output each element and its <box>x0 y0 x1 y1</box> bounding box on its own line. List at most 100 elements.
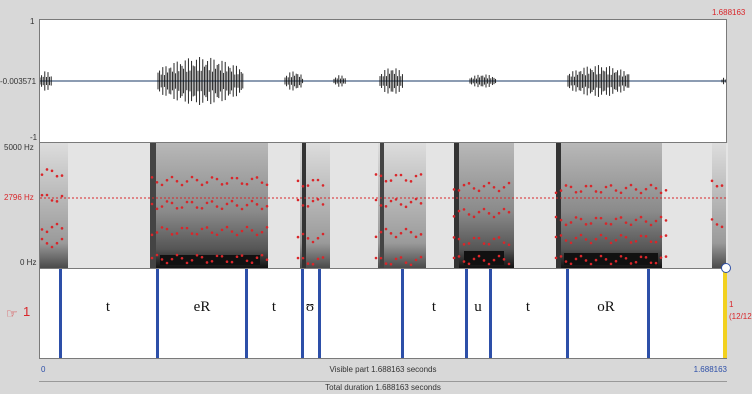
interval-boundary[interactable] <box>301 269 304 358</box>
interval-boundary[interactable] <box>465 269 468 358</box>
interval-boundary[interactable] <box>156 269 159 358</box>
formant-point <box>419 255 423 259</box>
formant-point <box>452 188 456 191</box>
interval-label[interactable]: eR <box>193 299 211 315</box>
formant-point <box>60 194 64 198</box>
formant-point <box>185 200 189 204</box>
timebar-end: 1.688163 <box>693 365 727 374</box>
interval-boundary[interactable] <box>647 269 650 358</box>
textgrid-tier[interactable]: t eR t ʊ t u t oR <box>39 268 727 359</box>
formant-point <box>649 183 653 187</box>
formant-point <box>50 169 54 173</box>
formant-point <box>629 183 633 187</box>
formant-point <box>225 260 229 264</box>
visible-part-bar[interactable]: 0 Visible part 1.688163 seconds 1.688163 <box>39 360 727 380</box>
interval-label[interactable]: t <box>431 299 437 315</box>
formant-point <box>589 241 593 245</box>
formant-point <box>200 227 204 231</box>
waveform-panel[interactable] <box>39 19 727 143</box>
formant-point <box>599 233 603 237</box>
tier-pointer-icon[interactable]: ☞ <box>6 306 18 321</box>
interval-boundary[interactable] <box>318 269 321 358</box>
formant-point <box>584 238 588 241</box>
formant-point <box>477 210 481 214</box>
formant-point <box>389 262 393 266</box>
formant-point <box>306 184 310 187</box>
formant-point <box>472 257 476 261</box>
formant-point <box>250 177 254 181</box>
formant-point <box>265 258 269 262</box>
cursor-handle-icon[interactable] <box>721 263 731 273</box>
formant-point <box>409 263 413 267</box>
formant-point <box>255 233 259 237</box>
formant-point <box>649 223 653 227</box>
formant-point <box>50 199 54 202</box>
formant-point <box>492 237 496 241</box>
interval-boundary[interactable] <box>59 269 62 358</box>
formant-point <box>185 261 189 265</box>
formant-point <box>497 211 501 215</box>
interval-boundary[interactable] <box>489 269 492 358</box>
interval-label[interactable]: u <box>474 299 482 315</box>
formant-point <box>477 236 481 240</box>
interval-label[interactable]: t <box>525 299 531 315</box>
formant-point <box>170 257 174 261</box>
formant-point <box>457 237 461 241</box>
formant-point <box>180 206 184 209</box>
formant-point <box>467 182 471 185</box>
interval-label[interactable]: t <box>271 299 277 315</box>
interval-label[interactable]: oR <box>597 299 615 315</box>
spectrogram-cursor-freq-label: 2796 Hz <box>4 193 34 202</box>
formant-point <box>497 189 501 193</box>
formant-point <box>374 198 378 202</box>
formant-point <box>374 235 378 239</box>
formant-point <box>644 220 648 223</box>
formant-point <box>225 202 229 206</box>
formant-point <box>311 262 315 266</box>
interval-boundary[interactable] <box>245 269 248 358</box>
formant-point <box>384 205 388 208</box>
formant-point <box>311 178 315 182</box>
formant-point <box>609 241 613 245</box>
formant-point <box>594 216 598 220</box>
formant-point <box>190 175 194 179</box>
formant-point <box>245 182 249 186</box>
formant-point <box>467 213 471 216</box>
formant-point <box>379 230 383 234</box>
formant-point <box>589 262 593 266</box>
total-duration-bar[interactable]: Total duration 1.688163 seconds <box>39 381 727 394</box>
interval-boundary[interactable] <box>401 269 404 358</box>
formant-point <box>296 198 300 202</box>
selection-end-marker[interactable] <box>723 268 727 358</box>
spectrogram-panel[interactable] <box>39 143 728 268</box>
formant-point <box>419 202 423 205</box>
formant-point <box>554 191 558 195</box>
formant-point <box>384 227 388 231</box>
formant-point <box>659 256 663 259</box>
formant-point <box>165 227 169 231</box>
formant-point <box>210 231 214 234</box>
interval-boundary[interactable] <box>566 269 569 358</box>
formant-point <box>664 188 668 192</box>
formant-point <box>559 218 563 222</box>
interval-label[interactable]: t <box>105 299 111 315</box>
formant-point <box>301 204 305 207</box>
formant-point <box>250 229 254 232</box>
formant-point <box>40 173 44 176</box>
formant-point <box>170 201 174 205</box>
interval-label[interactable]: ʊ <box>305 299 315 315</box>
formant-point <box>220 207 224 211</box>
formant-point <box>155 253 159 257</box>
formant-point <box>55 200 59 203</box>
formant-point <box>155 231 159 234</box>
formant-point <box>210 176 214 179</box>
formant-point <box>477 189 481 193</box>
formant-point <box>609 222 613 226</box>
formant-point <box>604 185 608 189</box>
formant-point <box>404 205 408 209</box>
formant-point <box>296 179 300 183</box>
formant-point <box>379 204 383 207</box>
formant-point <box>559 234 563 237</box>
formant-point <box>185 226 189 230</box>
formant-point <box>155 207 159 211</box>
